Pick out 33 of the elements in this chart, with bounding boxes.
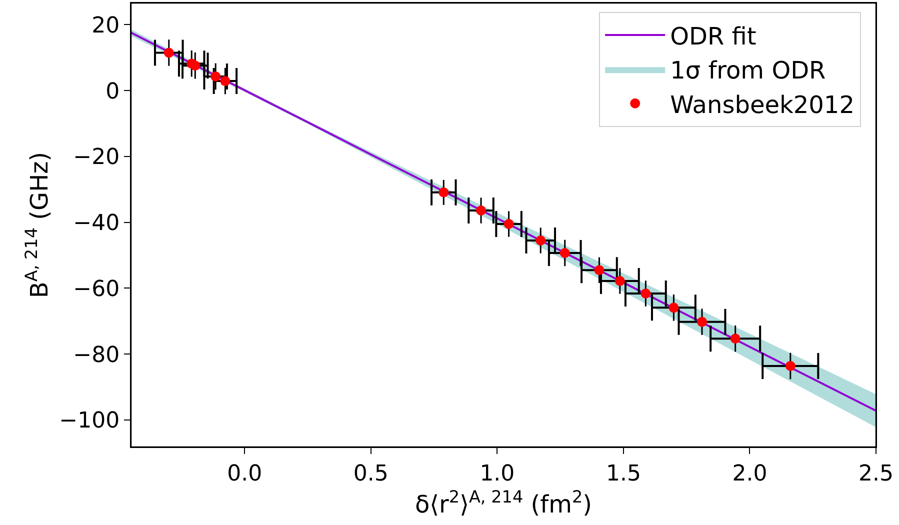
y-tick-label: −80 — [73, 342, 120, 368]
y-tick-label: −100 — [59, 408, 120, 434]
point — [220, 76, 230, 86]
point — [640, 288, 651, 299]
point — [536, 235, 546, 246]
point — [697, 316, 707, 327]
point — [164, 48, 174, 58]
x-tick-label: 1.0 — [480, 461, 515, 486]
point — [210, 71, 221, 82]
legend-label: Wansbeek2012 — [670, 90, 854, 119]
legend-label: 1σ from ODR — [670, 56, 826, 85]
point — [668, 302, 679, 313]
y-tick-label: −20 — [73, 145, 120, 170]
legend-label: ODR fit — [670, 22, 756, 50]
x-tick-label: 2.0 — [732, 461, 768, 486]
point — [190, 60, 200, 71]
point — [560, 248, 570, 258]
point — [730, 334, 740, 344]
point — [594, 265, 604, 276]
point — [785, 360, 796, 371]
x-tick-label: 1.5 — [606, 461, 641, 486]
x-tick-label: 0.0 — [227, 461, 262, 486]
y-tick-label: 0 — [106, 79, 120, 104]
y-tick-label: 20 — [92, 13, 120, 38]
point — [476, 206, 486, 216]
x-tick-label: 0.5 — [353, 461, 388, 486]
point — [504, 219, 514, 230]
x-tick-label: 2.5 — [858, 461, 894, 486]
x-axis-title: δ⟨r$^{2}$⟩$^{A, 214}$ (fm$^{2}$) — [414, 486, 592, 518]
y-tick-label: −40 — [73, 211, 120, 236]
point — [614, 276, 625, 286]
y-tick-label: −60 — [73, 276, 120, 302]
point — [438, 187, 449, 198]
